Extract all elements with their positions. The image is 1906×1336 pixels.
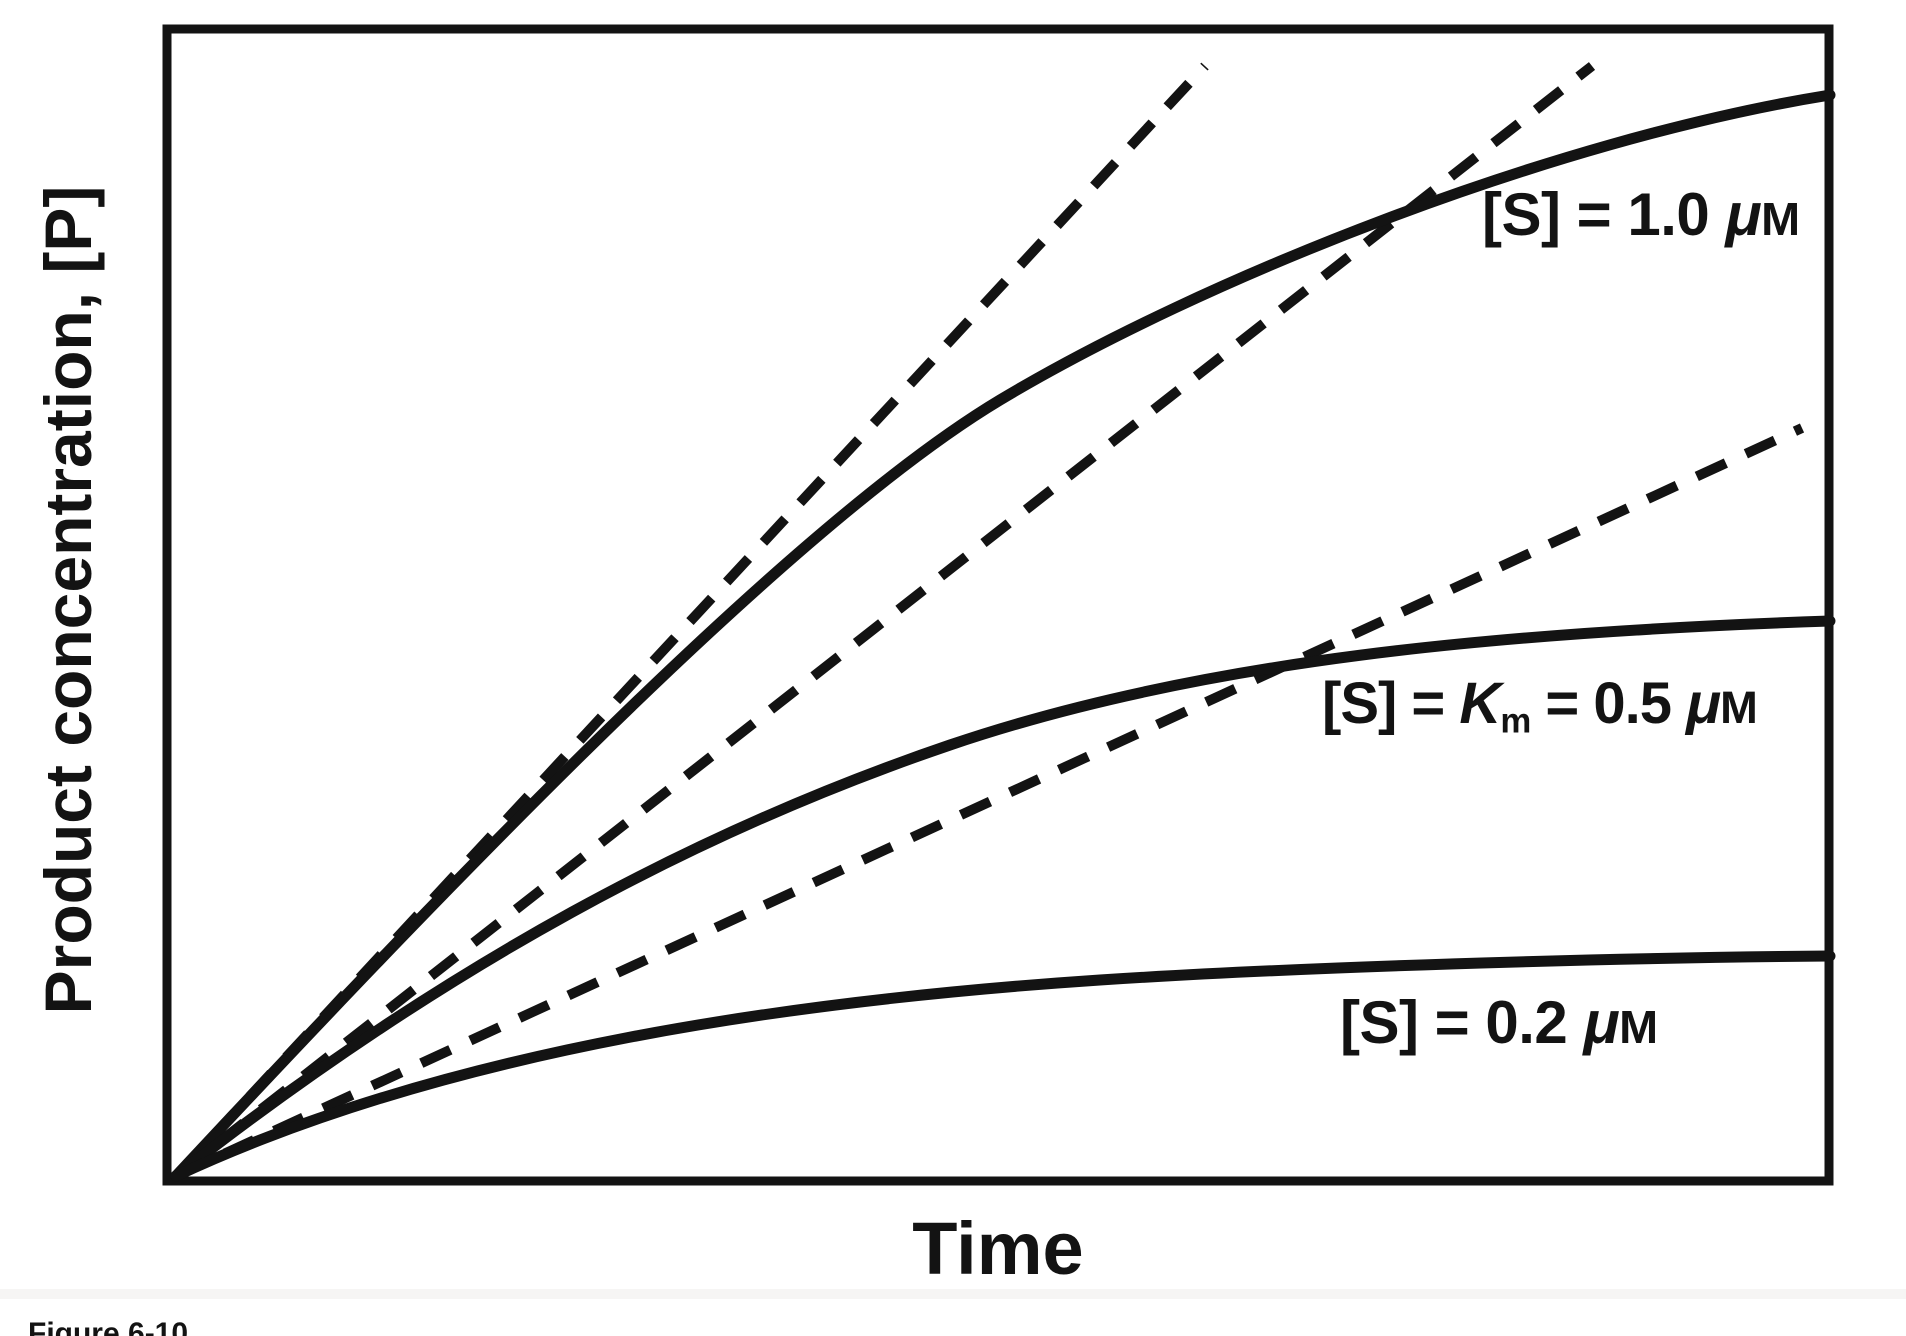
curve-label-s1-0: [S] = 1.0 μM	[1482, 180, 1800, 249]
x-axis-label: Time	[912, 1207, 1084, 1290]
mu-symbol: μ	[1583, 989, 1620, 1056]
curve-label-s1-0-text: [S] = 1.0	[1482, 181, 1726, 248]
page-divider	[0, 1289, 1906, 1299]
initial-velocity-tangent-s0-2	[173, 423, 1805, 1181]
molar-unit: M	[1761, 193, 1800, 245]
y-axis-label: Product concentration, [P]	[31, 185, 105, 1015]
progress-curve-s0-5	[170, 615, 1836, 1182]
km-variable: K	[1459, 671, 1501, 736]
plot-frame	[162, 24, 1834, 1186]
curve-label-km-value: = 0.5	[1530, 671, 1687, 736]
curve-label-s0-2-text: [S] = 0.2	[1340, 989, 1584, 1056]
curve-label-km-s0-5: [S] = Km = 0.5 μM	[1322, 670, 1758, 742]
molar-unit: M	[1619, 1001, 1658, 1053]
curve-label-s0-2: [S] = 0.2 μM	[1340, 988, 1658, 1057]
km-subscript: m	[1500, 701, 1531, 741]
curve-label-km-text: [S] =	[1322, 671, 1460, 736]
initial-velocity-tangent-s0-5	[172, 62, 1596, 1180]
mu-symbol: μ	[1725, 181, 1762, 248]
mu-symbol: μ	[1686, 671, 1721, 736]
figure-caption: Figure 6-10	[28, 1317, 189, 1336]
progress-curve-s0-2	[170, 950, 1836, 1182]
initial-velocity-tangent-s1-0	[172, 62, 1209, 1180]
progress-curve-s1-0	[170, 89, 1836, 1182]
molar-unit: M	[1720, 682, 1758, 733]
